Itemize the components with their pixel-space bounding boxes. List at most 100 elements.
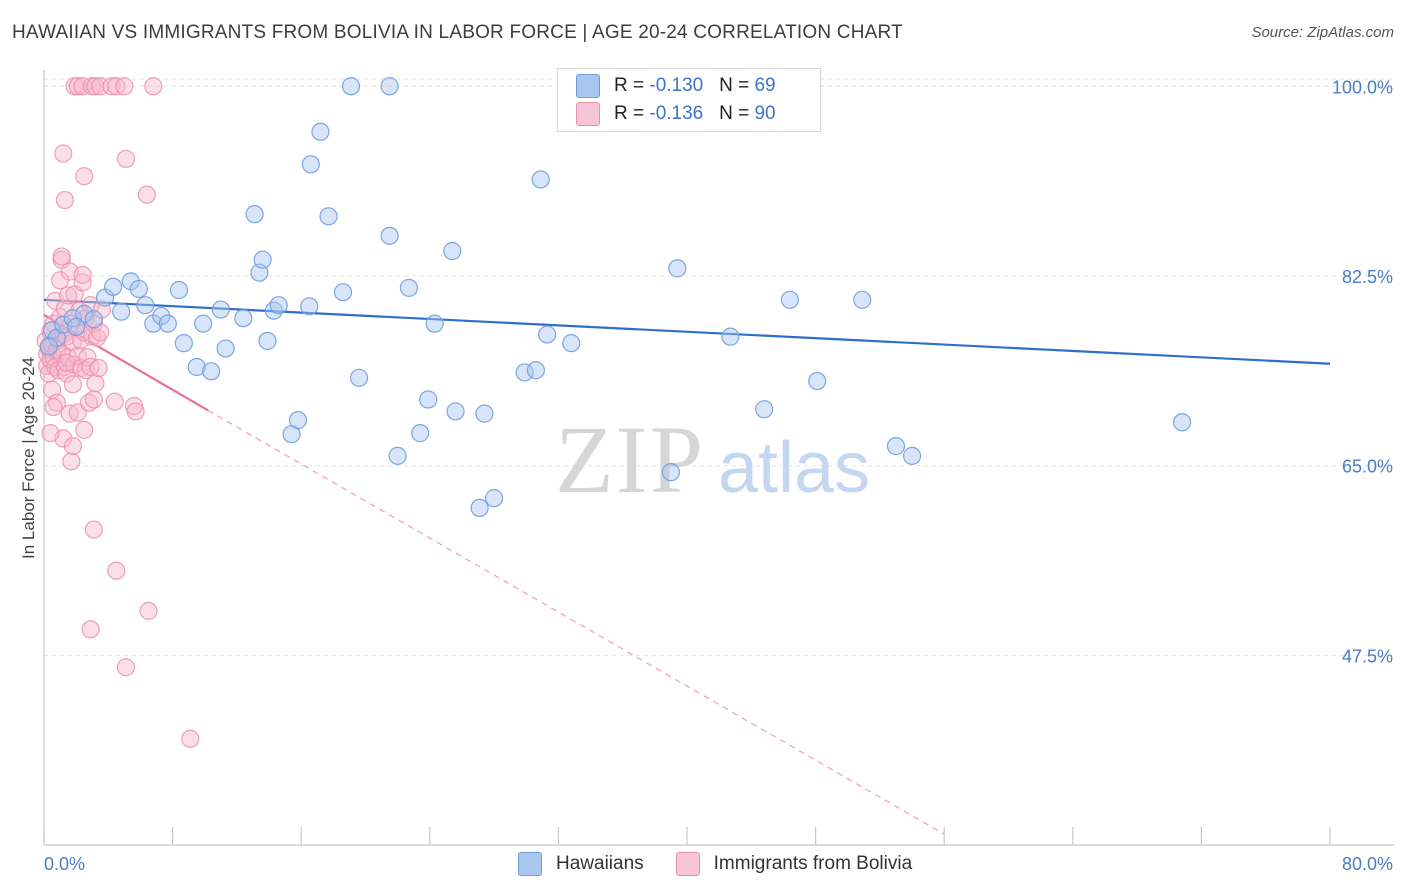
hawaiians-point	[288, 411, 308, 430]
bolivia-point	[73, 77, 92, 96]
hawaiians-point	[301, 155, 320, 174]
hawaiians-point	[67, 317, 86, 336]
hawaiians-point	[538, 325, 557, 344]
hawaiians-point	[136, 296, 155, 315]
trend-lines	[43, 298, 1331, 835]
hawaiians-point	[39, 337, 58, 356]
hawaiians-point	[902, 446, 922, 465]
watermark-atlas: atlas	[718, 428, 870, 508]
series-legend: Hawaiians Immigrants from Bolivia	[518, 852, 944, 876]
correlation-legend: R = -0.130 N = 69 R = -0.136 N = 90	[557, 68, 821, 132]
hawaiians-point	[349, 368, 369, 387]
bolivia-point	[52, 247, 71, 266]
bolivia-point	[73, 273, 92, 292]
x-tick-label: 0.0%	[44, 854, 85, 874]
legend-n-value: 90	[754, 103, 776, 124]
hawaiians-point	[194, 314, 213, 333]
bolivia-point	[59, 286, 78, 305]
hawaiians-point	[419, 390, 438, 409]
hawaiians-point	[234, 309, 253, 328]
hawaiians-point	[341, 77, 361, 96]
bolivia-trend-extension	[207, 409, 945, 835]
bolivia-point	[79, 393, 99, 412]
legend-n-value: 69	[754, 75, 776, 96]
hawaiians-point	[258, 331, 277, 351]
bolivia-point	[73, 265, 92, 284]
hawaiians-point	[515, 363, 534, 382]
tick-labels: 47.5% 65.0% 82.5% 100.0% 0.0% 80.0%	[44, 77, 1393, 874]
bolivia-point	[87, 328, 107, 347]
legend-row-bolivia: R = -0.136 N = 90	[576, 101, 776, 127]
legend-item-bolivia[interactable]: Immigrants from Bolivia	[675, 852, 913, 876]
bolivia-point	[62, 452, 81, 471]
bolivia-point	[41, 424, 60, 443]
bolivia-point	[63, 375, 83, 394]
legend-label-bolivia: Immigrants from Bolivia	[713, 853, 913, 874]
bolivia-point	[68, 77, 87, 96]
bolivia-point	[105, 392, 124, 411]
source-label: Source: ZipAtlas.com	[1251, 24, 1394, 41]
hawaiians-point	[668, 259, 687, 278]
legend-swatch-pink	[576, 102, 600, 126]
hawaiians-point	[187, 357, 206, 377]
watermark-zip: ZIP	[555, 406, 705, 513]
hawaiians-point	[531, 170, 550, 189]
legend-row-hawaiians: R = -0.130 N = 69	[576, 73, 776, 99]
hawaiians-point	[661, 463, 681, 482]
watermark: ZIP atlas	[555, 406, 870, 513]
hawaiians-point	[399, 278, 419, 297]
legend-r-value: -0.130	[649, 75, 704, 96]
bolivia-point	[139, 601, 158, 620]
bolivia-point	[86, 374, 105, 393]
y-tick-label: 82.5%	[1342, 267, 1393, 287]
legend-swatch-hawaiians	[518, 852, 542, 876]
hawaiians-point	[755, 400, 774, 419]
hawaiians-point	[169, 280, 189, 300]
hawaiians-point	[380, 226, 399, 245]
legend-label-hawaiians: Hawaiians	[556, 853, 644, 874]
legend-item-hawaiians[interactable]: Hawaiians	[518, 852, 644, 876]
axes	[43, 70, 1394, 846]
y-tick-label: 47.5%	[1342, 646, 1393, 666]
bolivia-point	[137, 185, 156, 204]
legend-r-label: R =	[614, 103, 650, 124]
bolivia-point	[75, 167, 94, 186]
bolivia-point	[107, 561, 126, 580]
bolivia-point	[84, 390, 103, 409]
hawaiians-point	[216, 339, 235, 358]
hawaiians-point	[526, 361, 545, 380]
chart-title: HAWAIIAN VS IMMIGRANTS FROM BOLIVIA IN L…	[12, 22, 903, 43]
bolivia-point	[75, 420, 94, 439]
hawaiians-point	[425, 314, 444, 333]
hawaiians-point	[253, 250, 272, 269]
hawaiians-point	[84, 310, 103, 329]
legend-r-label: R =	[614, 75, 650, 96]
y-axis-label: In Labor Force | Age 20-24	[19, 357, 38, 559]
bolivia-point	[55, 190, 74, 210]
hawaiians-point	[269, 296, 288, 315]
hawaiians-point	[475, 404, 494, 423]
hawaiians-point	[311, 122, 330, 141]
hawaiians-point	[75, 304, 94, 323]
hawaiians-point	[158, 314, 177, 333]
hawaiians-point	[721, 327, 740, 346]
bolivia-point	[144, 77, 163, 96]
legend-n-label: N =	[719, 103, 755, 124]
legend-n-label: N =	[719, 75, 755, 96]
hawaiians-point	[443, 241, 462, 261]
grid-lines	[44, 78, 1394, 656]
bolivia-point	[57, 353, 76, 372]
series-hawaiians-points	[39, 77, 1192, 518]
bolivia-point	[78, 348, 97, 367]
bolivia-point	[44, 397, 63, 417]
series-bolivia-points	[36, 77, 200, 748]
bolivia-point	[116, 658, 136, 677]
hawaiians-point	[380, 77, 399, 96]
bolivia-point	[126, 402, 145, 421]
hawaiians-point	[129, 279, 148, 299]
bolivia-point	[89, 358, 108, 378]
hawaiians-point	[780, 290, 799, 309]
hawaiians-point	[202, 362, 221, 381]
bolivia-point	[54, 144, 73, 163]
